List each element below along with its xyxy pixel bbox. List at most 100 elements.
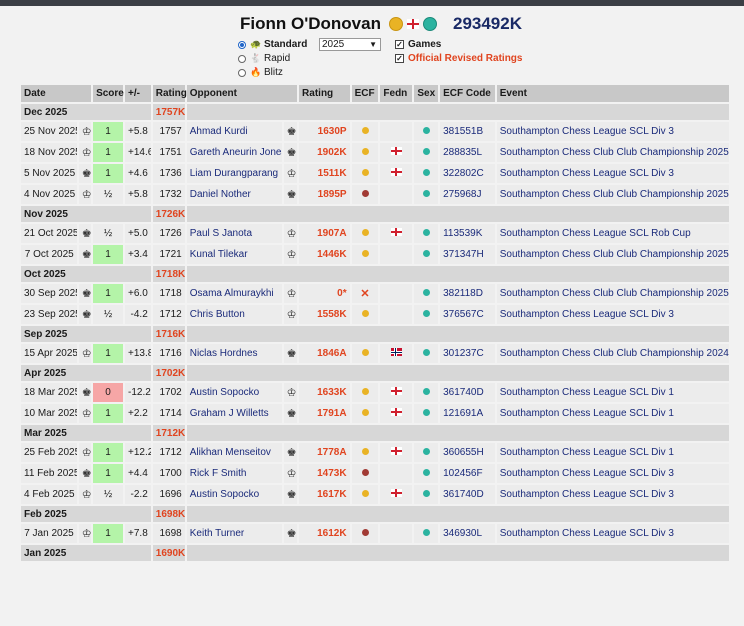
rating-change: +3.4 — [124, 245, 151, 264]
game-score: ½ — [93, 305, 123, 324]
opponent-link[interactable]: Osama Almuraykhi — [186, 284, 282, 303]
ecf-code-link[interactable]: 121691A — [440, 404, 495, 423]
ecf-cell — [351, 383, 379, 402]
col-opponent[interactable]: Opponent — [186, 85, 298, 102]
col-sex[interactable]: Sex — [414, 85, 439, 102]
games-checkbox[interactable]: ✓ — [395, 40, 404, 49]
opponent-color-cell: ♚ — [283, 344, 298, 363]
ecf-code-link[interactable]: 275968J — [440, 185, 495, 204]
ecf-code-link[interactable]: 361740D — [440, 383, 495, 402]
col-date[interactable]: Date — [21, 85, 92, 102]
table-row: 4 Nov 2025 ♔ ½ +5.8 1732 Daniel Nother ♚ 1895P 2… — [21, 185, 729, 204]
table-row: 23 Sep 2025 ♚ ½ -4.2 1712 Chris Button ♔ 1558K 3… — [21, 305, 729, 324]
event-link[interactable]: Southampton Chess League SCL Rob Cup — [496, 224, 729, 243]
rating-change: +4.4 — [124, 464, 151, 483]
ecf-code-link[interactable]: 381551B — [440, 122, 495, 141]
ecf-cell — [351, 524, 379, 543]
event-link[interactable]: Southampton Chess League SCL Div 3 — [496, 164, 729, 183]
ecf-code-link[interactable]: 113539K — [440, 224, 495, 243]
event-link[interactable]: Southampton Chess League SCL Div 3 — [496, 524, 729, 543]
opponent-link[interactable]: Austin Sopocko — [186, 383, 282, 402]
opponent-link[interactable]: Rick F Smith — [186, 464, 282, 483]
radio-button[interactable] — [238, 40, 246, 49]
radio-button[interactable] — [238, 68, 246, 77]
event-link[interactable]: Southampton Chess League SCL Div 1 — [496, 443, 729, 462]
event-link[interactable]: Southampton Chess League SCL Div 3 — [496, 464, 729, 483]
event-link[interactable]: Southampton Chess Club Club Championship… — [496, 245, 729, 264]
ecf-code-link[interactable]: 102456F — [440, 464, 495, 483]
event-link[interactable]: Southampton Chess League SCL Div 1 — [496, 383, 729, 402]
col-fedn[interactable]: Fedn — [380, 85, 413, 102]
fedn-cell — [380, 284, 413, 303]
opponent-link[interactable]: Keith Turner — [186, 524, 282, 543]
event-link[interactable]: Southampton Chess Club Club Championship… — [496, 284, 729, 303]
opponent-link[interactable]: Gareth Aneurin Jones — [186, 143, 282, 162]
white-king-icon: ♔ — [81, 348, 92, 360]
player-color-cell: ♚ — [78, 224, 92, 243]
opponent-link[interactable]: Graham J Willetts — [186, 404, 282, 423]
col-pm[interactable]: +/- — [124, 85, 151, 102]
sex-cell — [414, 404, 439, 423]
opponent-link[interactable]: Alikhan Menseitov — [186, 443, 282, 462]
col-rating[interactable]: Rating — [152, 85, 187, 102]
chevron-down-icon: ▼ — [369, 40, 377, 49]
event-link[interactable]: Southampton Chess Club Club Championship… — [496, 143, 729, 162]
opponent-link[interactable]: Kunal Tilekar — [186, 245, 282, 264]
ecf-cell — [351, 164, 379, 183]
event-link[interactable]: Southampton Chess League SCL Div 3 — [496, 305, 729, 324]
ecf-code-link[interactable]: 322802C — [440, 164, 495, 183]
game-score: 1 — [93, 344, 123, 363]
radio-rapid[interactable]: 🐇 Rapid — [238, 52, 290, 65]
ecf-code-link[interactable]: 360655H — [440, 443, 495, 462]
col-event[interactable]: Event — [496, 85, 729, 102]
games-checkbox-row[interactable]: ✓ Games — [395, 38, 441, 51]
col-ecf[interactable]: ECF — [351, 85, 379, 102]
black-king-icon: ♚ — [81, 468, 92, 480]
col-score[interactable]: Score — [93, 85, 124, 102]
opponent-link[interactable]: Chris Button — [186, 305, 282, 324]
ecf-code-link[interactable]: 361740D — [440, 485, 495, 504]
sex-cell — [414, 524, 439, 543]
col-ecf-code[interactable]: ECF Code — [440, 85, 495, 102]
player-rating: 1712 — [152, 443, 185, 462]
opponent-link[interactable]: Liam Durangparang — [186, 164, 282, 183]
month-label: Oct 2025 — [21, 266, 151, 282]
opponent-link[interactable]: Niclas Hordnes — [186, 344, 282, 363]
event-link[interactable]: Southampton Chess League SCL Div 3 — [496, 485, 729, 504]
year-select[interactable]: 2025 ▼ — [319, 38, 381, 51]
ecf-code-link[interactable]: 301237C — [440, 344, 495, 363]
event-link[interactable]: Southampton Chess League SCL Div 3 — [496, 122, 729, 141]
sex-icon — [422, 229, 430, 236]
radio-standard[interactable]: 🐢 Standard — [238, 38, 307, 51]
games-table-wrap: Date Score +/- Rating Opponent Rating EC… — [19, 83, 731, 563]
opponent-rating: 1446K — [299, 245, 350, 264]
month-rating: 1716K — [152, 326, 185, 342]
official-checkbox[interactable]: ✓ — [395, 54, 404, 63]
fedn-cell — [380, 245, 413, 264]
ecf-code-link[interactable]: 382118D — [440, 284, 495, 303]
opponent-link[interactable]: Paul S Janota — [186, 224, 282, 243]
opponent-link[interactable]: Daniel Nother — [186, 185, 282, 204]
event-link[interactable]: Southampton Chess Club Club Championship… — [496, 185, 729, 204]
game-date: 21 Oct 2025 — [21, 224, 77, 243]
radio-button[interactable] — [238, 54, 246, 63]
ecf-code-link[interactable]: 346930L — [440, 524, 495, 543]
month-row: Mar 2025 1712K — [21, 425, 729, 441]
event-link[interactable]: Southampton Chess League SCL Div 1 — [496, 404, 729, 423]
col-opp-rating[interactable]: Rating — [299, 85, 350, 102]
event-link[interactable]: Southampton Chess Club Club Championship… — [496, 344, 729, 363]
official-checkbox-row[interactable]: ✓ Official Revised Ratings — [395, 52, 522, 65]
ecf-code-link[interactable]: 288835L — [440, 143, 495, 162]
sex-cell — [414, 224, 439, 243]
radio-blitz[interactable]: 🔥 Blitz — [238, 66, 283, 79]
game-score: 1 — [93, 122, 123, 141]
ecf-member-icon — [361, 349, 369, 356]
not-member-icon: ✕ — [360, 288, 370, 300]
ecf-code-link[interactable]: 376567C — [440, 305, 495, 324]
opponent-link[interactable]: Ahmad Kurdi — [186, 122, 282, 141]
ecf-code-link[interactable]: 371347H — [440, 245, 495, 264]
sex-icon — [422, 529, 430, 536]
opponent-link[interactable]: Austin Sopocko — [186, 485, 282, 504]
white-king-icon: ♔ — [81, 489, 92, 501]
fire-icon: 🔥 — [250, 67, 262, 77]
